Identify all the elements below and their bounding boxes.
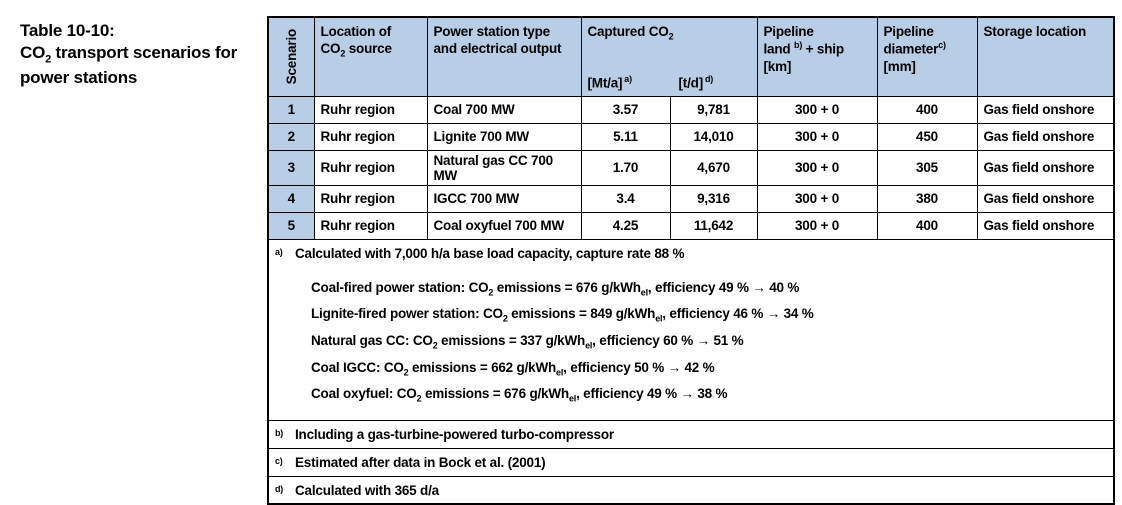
table-caption: Table 10-10: CO2 transport scenarios for… bbox=[20, 20, 260, 90]
cell-mta: 1.70 bbox=[580, 149, 671, 186]
caption-line-1: Table 10-10: bbox=[20, 21, 115, 40]
table-row: 3 Ruhr region Natural gas CC 700 MW 1.70… bbox=[267, 149, 1115, 186]
footnote-d-marker: d) bbox=[275, 483, 284, 494]
cell-td: 9,781 bbox=[669, 95, 758, 124]
cell-mta: 3.57 bbox=[580, 95, 671, 124]
cell-storage: Gas field onshore bbox=[976, 211, 1115, 240]
footnote-a-detail-line: Lignite-fired power station: CO2 emissio… bbox=[311, 306, 814, 324]
column-header-captured-co2: Captured CO2 [Mt/a] a) [t/d] d) bbox=[580, 16, 758, 97]
column-header-pipeline-land-ship: Pipeline land b) + ship [km] bbox=[756, 16, 878, 97]
subcolumn-header-td: [t/d] d) bbox=[678, 74, 714, 91]
cell-location: Ruhr region bbox=[313, 95, 428, 124]
footnote-a-marker: a) bbox=[275, 246, 283, 257]
column-header-power-station: Power station type and electrical output bbox=[426, 16, 582, 97]
cell-scenario: 4 bbox=[267, 184, 315, 213]
cell-td: 14,010 bbox=[669, 122, 758, 151]
scenario-rotated-label: Scenario bbox=[283, 28, 299, 85]
cell-storage: Gas field onshore bbox=[976, 149, 1115, 186]
cell-location: Ruhr region bbox=[313, 149, 428, 186]
cell-power-type: Coal 700 MW bbox=[426, 95, 582, 124]
cell-pipeline: 300 + 0 bbox=[756, 149, 878, 186]
cell-diameter: 450 bbox=[876, 122, 978, 151]
cell-scenario: 5 bbox=[267, 211, 315, 240]
footnote-a-row: a) Calculated with 7,000 h/a base load ca… bbox=[267, 238, 1115, 421]
footnote-d: d) Calculated with 365 d/a bbox=[275, 482, 439, 498]
cell-td: 11,642 bbox=[669, 211, 758, 240]
cell-pipeline: 300 + 0 bbox=[756, 184, 878, 213]
footnote-a: a) Calculated with 7,000 h/a base load ca… bbox=[275, 245, 685, 261]
column-header-scenario: Scenario bbox=[267, 16, 315, 97]
footnote-c-row: c) Estimated after data in Bock et al. (2… bbox=[267, 447, 1115, 477]
table-row: 2 Ruhr region Lignite 700 MW 5.11 14,010… bbox=[267, 122, 1115, 151]
column-header-storage-location: Storage location bbox=[976, 16, 1115, 97]
footnote-c: c) Estimated after data in Bock et al. (2… bbox=[275, 454, 546, 470]
cell-pipeline: 300 + 0 bbox=[756, 122, 878, 151]
column-header-pipeline-diameter: Pipeline diameterc) [mm] bbox=[876, 16, 978, 97]
cell-storage: Gas field onshore bbox=[976, 95, 1115, 124]
footnote-a-detail-line: Coal IGCC: CO2 emissions = 662 g/kWhel, … bbox=[311, 359, 715, 378]
cell-td: 9,316 bbox=[669, 184, 758, 213]
cell-diameter: 305 bbox=[876, 149, 978, 186]
cell-scenario: 2 bbox=[267, 122, 315, 151]
cell-mta: 3.4 bbox=[580, 184, 671, 213]
cell-mta: 4.25 bbox=[580, 211, 671, 240]
cell-power-type: Natural gas CC 700 MW bbox=[426, 149, 582, 186]
page: Table 10-10: CO2 transport scenarios for… bbox=[20, 16, 1115, 505]
cell-location: Ruhr region bbox=[313, 211, 428, 240]
caption-line-3: power stations bbox=[20, 68, 138, 88]
cell-power-type: Lignite 700 MW bbox=[426, 122, 582, 151]
footnote-b-marker: b) bbox=[275, 427, 284, 438]
table-row: 4 Ruhr region IGCC 700 MW 3.4 9,316 300 … bbox=[267, 184, 1115, 213]
column-header-location: Location of CO2 source bbox=[313, 16, 428, 97]
table-row: 1 Ruhr region Coal 700 MW 3.57 9,781 300… bbox=[267, 95, 1115, 124]
footnote-d-row: d) Calculated with 365 d/a bbox=[267, 475, 1115, 505]
cell-power-type: IGCC 700 MW bbox=[426, 184, 582, 213]
footnote-b-row: b) Including a gas-turbine-powered turbo-… bbox=[267, 419, 1115, 449]
cell-power-type: Coal oxyfuel 700 MW bbox=[426, 211, 582, 240]
cell-storage: Gas field onshore bbox=[976, 184, 1115, 213]
cell-scenario: 1 bbox=[267, 95, 315, 124]
footnote-c-marker: c) bbox=[275, 455, 283, 466]
cell-pipeline: 300 + 0 bbox=[756, 95, 878, 124]
cell-td: 4,670 bbox=[669, 149, 758, 186]
cell-storage: Gas field onshore bbox=[976, 122, 1115, 151]
cell-pipeline: 300 + 0 bbox=[756, 211, 878, 240]
table-body: 1 Ruhr region Coal 700 MW 3.57 9,781 300… bbox=[267, 95, 1115, 505]
scenario-table-container: Scenario Location of CO2 source Power st… bbox=[267, 16, 1115, 505]
scenario-table: Scenario Location of CO2 source Power st… bbox=[267, 16, 1115, 505]
footnote-a-details: Coal-fired power station: CO2 emissions … bbox=[311, 277, 1105, 410]
cell-scenario: 3 bbox=[267, 149, 315, 186]
cell-diameter: 380 bbox=[876, 184, 978, 213]
subcolumn-header-mta: [Mt/a] a) bbox=[587, 74, 633, 91]
footnote-b: b) Including a gas-turbine-powered turbo-… bbox=[275, 426, 614, 442]
table-header: Scenario Location of CO2 source Power st… bbox=[267, 16, 1115, 97]
cell-mta: 5.11 bbox=[580, 122, 671, 151]
cell-location: Ruhr region bbox=[313, 184, 428, 213]
footnote-a-detail-line: Coal-fired power station: CO2 emissions … bbox=[311, 279, 800, 298]
cell-diameter: 400 bbox=[876, 211, 978, 240]
cell-location: Ruhr region bbox=[313, 122, 428, 151]
footnote-a-detail-line: Natural gas CC: CO2 emissions = 337 g/kW… bbox=[311, 332, 744, 351]
cell-diameter: 400 bbox=[876, 95, 978, 124]
caption-line-2: CO2 transport scenarios for bbox=[20, 43, 238, 66]
footnote-a-detail-line: Coal oxyfuel: CO2 emissions = 676 g/kWhe… bbox=[311, 386, 728, 404]
table-row: 5 Ruhr region Coal oxyfuel 700 MW 4.25 1… bbox=[267, 211, 1115, 240]
